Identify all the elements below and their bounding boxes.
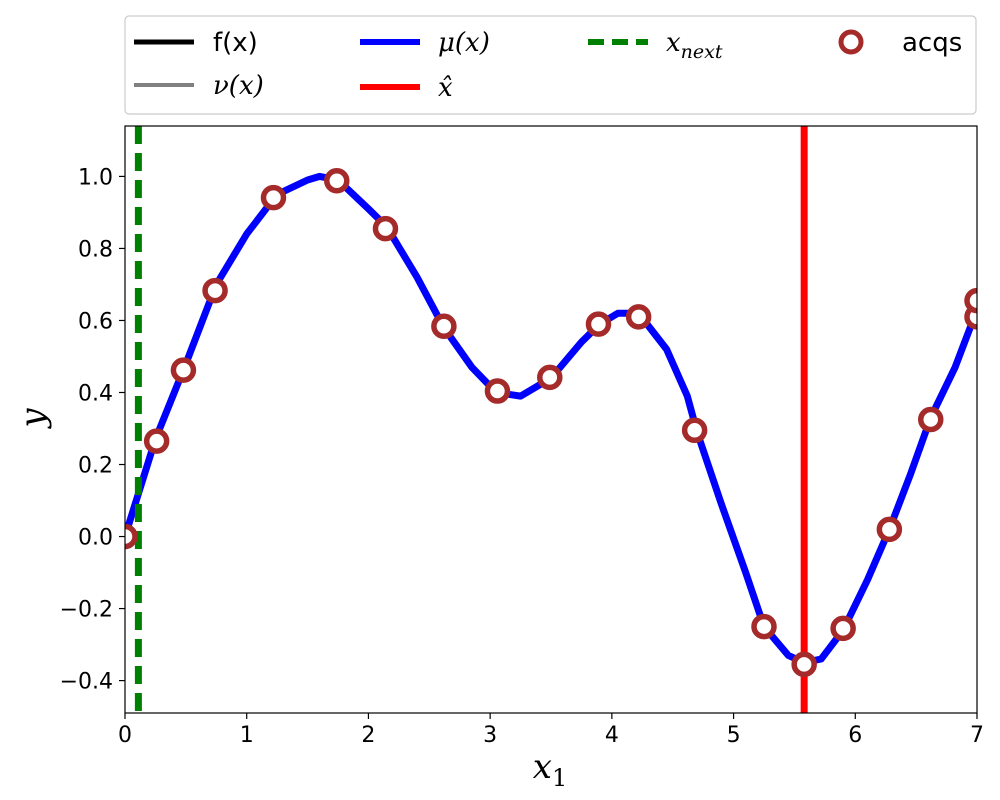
x-tick-label: 7 xyxy=(970,723,984,748)
acq-point xyxy=(484,378,511,404)
acq-point xyxy=(830,615,856,642)
y-tick-label: 0.8 xyxy=(78,237,113,262)
acq-point xyxy=(625,304,652,330)
acq-point xyxy=(143,428,170,454)
acq-point xyxy=(917,406,944,433)
legend-frame xyxy=(124,15,977,115)
y-tick-label: −0.4 xyxy=(60,670,113,695)
acq-point xyxy=(372,215,399,242)
y-axis-label: y xyxy=(13,408,53,430)
x-axis-label: x1 xyxy=(533,747,567,792)
acq-point xyxy=(585,311,612,337)
legend-label-fx: f(x) xyxy=(213,28,258,58)
acq-point xyxy=(964,287,977,314)
legend-label-mu: μ(x) xyxy=(438,28,490,58)
legend: f(x) ν(x) μ(x) x̂ xnext acqs xyxy=(124,15,977,115)
acq-point xyxy=(537,364,563,391)
x-tick-label: 3 xyxy=(483,723,497,748)
x-tick-label: 5 xyxy=(727,723,741,748)
y-tick-label: 0.0 xyxy=(78,526,113,551)
x-tick-label: 6 xyxy=(848,723,862,748)
acq-point xyxy=(324,167,350,194)
y-tick-label: 1.0 xyxy=(78,165,113,190)
acq-point xyxy=(751,613,777,640)
legend-swatch-acqs xyxy=(838,29,864,55)
axis-ticks: 0 1 2 3 4 5 6 7 −0.4 −0.2 0.0 0.2 0.4 0.6 0.8 1.0 xyxy=(60,165,984,748)
legend-label-xhat: x̂ xyxy=(438,73,453,103)
y-tick-label: 0.6 xyxy=(78,309,113,334)
legend-label-xnext-sub: next xyxy=(681,41,723,63)
x-tick-label: 4 xyxy=(605,723,619,748)
acq-point xyxy=(125,523,138,550)
svg-text:xnext: xnext xyxy=(666,28,723,63)
acq-point xyxy=(431,313,457,339)
legend-label-acqs: acqs xyxy=(902,28,962,58)
acq-point xyxy=(791,651,817,678)
x-tick-label: 2 xyxy=(361,723,375,748)
acq-point xyxy=(170,357,197,383)
plot-content xyxy=(125,126,977,713)
acq-point xyxy=(681,417,708,444)
y-tick-label: 0.4 xyxy=(78,381,113,406)
x-tick-label: 0 xyxy=(118,723,132,748)
legend-label-xnext: x xyxy=(666,28,681,58)
legend-label-nu: ν(x) xyxy=(213,71,264,101)
x-tick-label: 1 xyxy=(240,723,254,748)
plot-frame xyxy=(124,125,978,714)
plot-area xyxy=(125,126,977,713)
acq-point xyxy=(202,277,228,304)
acq-point xyxy=(260,184,287,211)
y-tick-label: 0.2 xyxy=(78,454,113,479)
y-tick-label: −0.2 xyxy=(60,598,113,623)
acq-point xyxy=(876,516,903,543)
